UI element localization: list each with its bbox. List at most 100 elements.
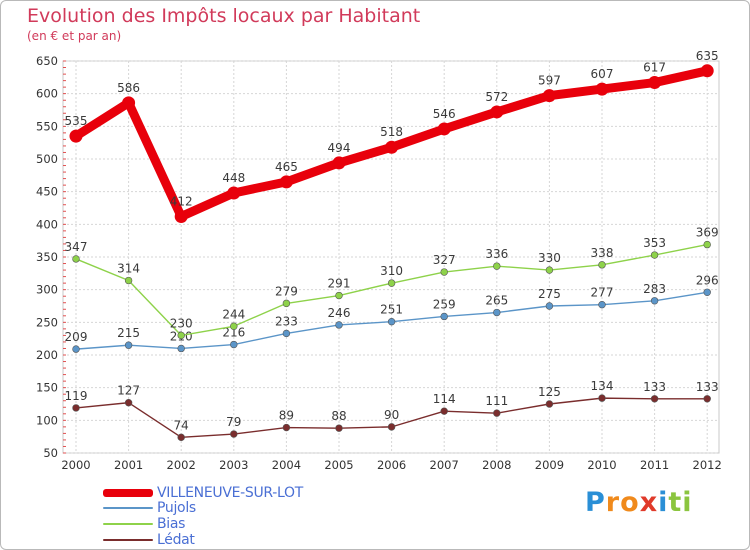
data-point [177,433,185,442]
x-tick-label: 2008 [482,458,511,472]
data-point [282,299,291,308]
data-point [598,394,606,402]
y-tick-label: 300 [36,283,58,297]
x-tick-label: 2010 [587,458,616,472]
y-tick-label: 650 [36,54,58,68]
logo-letter: t [668,487,683,518]
data-point [177,344,185,353]
x-tick-label: 2000 [61,458,90,472]
data-point [650,251,659,259]
data-label: 233 [275,314,298,328]
data-label: 134 [591,379,614,393]
y-tick-label: 400 [36,217,58,231]
data-label: 125 [538,385,561,399]
data-label: 338 [591,246,614,260]
data-label: 275 [538,287,561,301]
data-label: 244 [222,307,245,321]
data-label: 215 [117,326,140,340]
data-point [703,288,711,296]
legend-item-bias: Bias [103,516,185,532]
proxiti-logo: Proxiti [585,487,693,518]
y-tick-label: 450 [36,185,58,199]
data-label: 546 [433,107,456,121]
data-point [545,400,554,408]
data-point [282,329,291,338]
legend-swatch [103,539,153,541]
data-point [440,312,448,321]
data-point [703,395,711,403]
data-label: 133 [643,380,666,394]
x-tick-label: 2005 [324,458,353,472]
data-label: 336 [485,247,508,261]
data-label: 330 [538,251,561,265]
chart-subtitle: (en € et par an) [27,29,122,43]
data-point [230,322,238,330]
data-label: 246 [328,306,351,320]
data-point [335,321,343,329]
data-point [335,291,343,300]
data-label: 607 [591,67,614,81]
data-point [72,255,80,263]
x-tick-label: 2002 [167,458,196,472]
legend-item-pujols: Pujols [103,500,196,516]
legend-swatch [103,507,153,509]
y-tick-label: 600 [36,87,58,101]
legend-label: Bias [157,516,186,532]
x-tick-label: 2004 [272,458,301,472]
data-point [542,89,556,103]
data-point [598,261,606,269]
x-tick-label: 2009 [535,458,564,472]
data-point [648,76,662,90]
data-label: 209 [65,330,88,344]
data-point [279,175,293,189]
data-point [437,122,451,136]
data-point [72,404,80,412]
y-tick-label: 550 [36,119,58,133]
data-label: 127 [117,384,140,398]
y-tick-label: 500 [36,152,58,166]
data-label: 494 [328,141,351,155]
data-label: 251 [380,303,403,317]
data-label: 88 [331,409,346,423]
data-point [124,341,133,349]
data-point [490,105,504,119]
data-label: 465 [275,160,298,174]
x-tick-label: 2011 [640,458,669,472]
logo-letter: r [605,487,621,518]
data-label: 111 [485,394,508,408]
y-tick-label: 250 [36,315,58,329]
data-point [335,424,343,432]
data-point [650,297,659,305]
data-label: 353 [643,236,666,250]
data-label: 265 [485,294,508,308]
data-point [598,300,606,309]
legend-label: Lédat [157,532,195,548]
data-label: 586 [117,81,140,95]
data-label: 518 [380,125,403,139]
data-label: 89 [279,409,294,423]
data-label: 90 [384,408,399,422]
logo-letter: i [658,487,669,518]
x-tick-label: 2006 [377,458,406,472]
data-label: 291 [328,277,351,291]
legend-swatch [103,523,153,525]
data-label: 310 [380,264,403,278]
logo-letter: i [682,487,693,518]
y-tick-label: 350 [36,250,58,264]
data-point [230,340,238,349]
data-point [703,240,711,249]
data-point [122,96,136,110]
data-point [385,140,399,154]
y-tick-label: 150 [36,381,58,395]
data-label: 617 [643,61,666,75]
chart-title: Evolution des Impôts locaux par Habitant [27,5,421,27]
data-label: 369 [696,226,719,240]
data-point [440,268,448,276]
x-tick-label: 2001 [114,458,143,472]
y-tick-label: 200 [36,348,58,362]
data-point [387,423,396,431]
data-label: 327 [433,253,456,267]
data-point [332,156,346,170]
data-point [493,262,501,270]
